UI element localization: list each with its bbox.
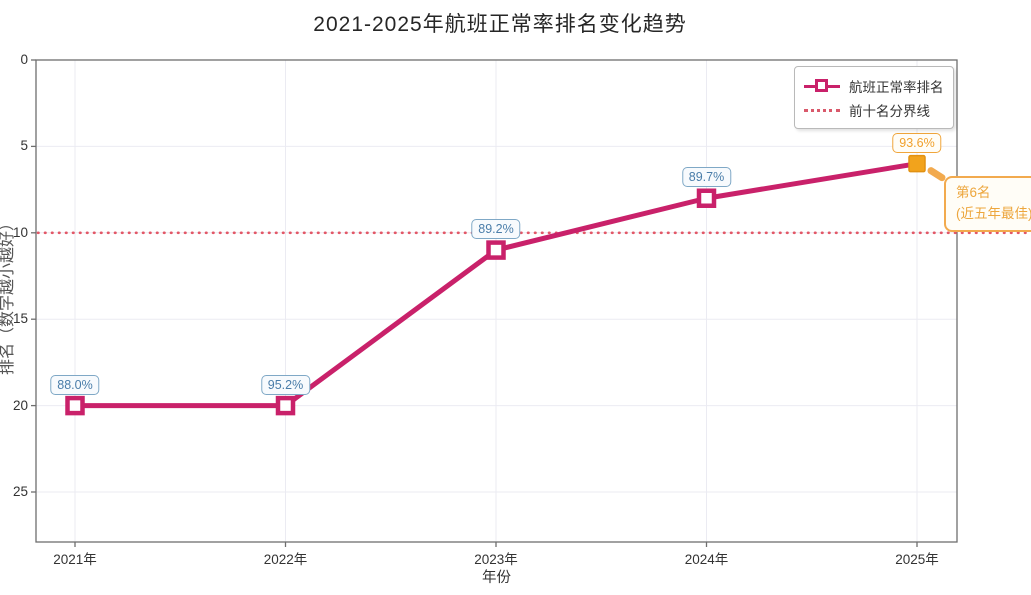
x-tick-label: 2022年 [263,552,308,567]
x-tick-label: 2023年 [474,552,518,567]
data-point-marker [65,395,85,416]
x-axis-label: 年份 [482,570,511,586]
y-tick-label: 0 [20,52,28,67]
point-value-label: 89.7% [681,167,732,188]
y-tick-label: 25 [12,484,28,499]
chart-title: 2021-2025年航班正常率排名变化趋势 [313,13,687,36]
annotation-line-2: (近五年最佳) [956,205,1031,221]
highlight-value-label: 93.6% [892,132,942,153]
y-tick-label: 15 [12,311,28,327]
legend-label-ranking: 航班正常率排名 [849,80,944,95]
dotted-line-swatch-icon [804,108,840,112]
x-tick-label: 2021年 [53,552,97,567]
data-point-marker [696,188,717,208]
line-marker-swatch-icon [804,79,840,93]
legend-label-threshold: 前十名分界线 [849,104,930,119]
y-tick-label: 10 [12,224,28,240]
point-value-label: 89.2% [471,219,521,240]
data-point-marker [275,395,296,416]
annotation-arrow-icon [927,167,946,182]
legend-item-ranking: 航班正常率排名 [804,74,945,98]
y-tick-label: 20 [12,397,28,413]
annotation-line-1: 第6名 [956,185,991,200]
best-rank-annotation: 第6名 (近五年最佳) [944,176,1031,232]
y-tick-label: 5 [20,138,28,154]
x-tick-label: 2025年 [895,552,939,567]
data-point-marker [486,240,506,260]
legend: 航班正常率排名 前十名分界线 [794,66,954,129]
point-value-label: 95.2% [260,374,311,395]
point-value-label: 88.0% [50,374,100,395]
x-tick-label: 2024年 [684,552,729,567]
highlight-marker [908,154,926,173]
legend-item-threshold: 前十名分界线 [804,98,945,122]
